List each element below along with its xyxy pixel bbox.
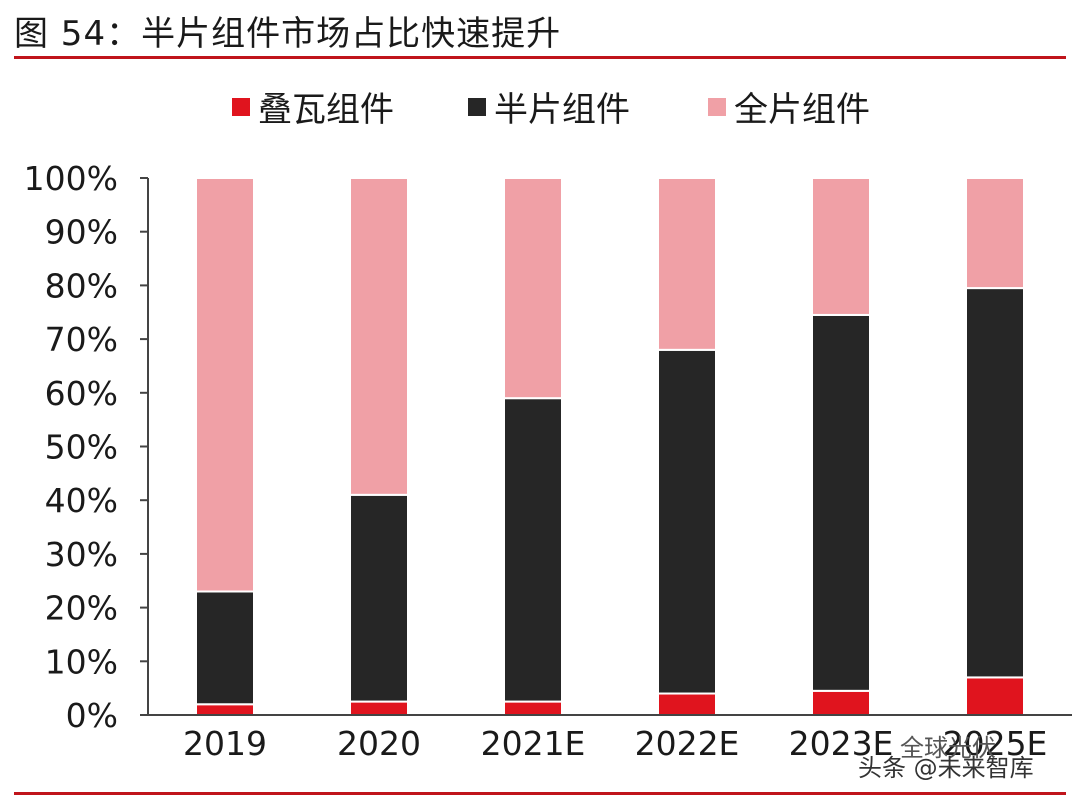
bars	[195, 177, 1025, 717]
title-rule	[14, 56, 1066, 59]
legend-swatch-2	[708, 98, 726, 116]
y-tick-label-4: 40%	[45, 481, 118, 520]
x-axis: 2019 2020 2021E 2022E 2023E 2025E	[148, 714, 1072, 763]
y-tick-label-2: 20%	[45, 589, 118, 628]
legend-swatch-0	[232, 98, 250, 116]
legend-label-0: 叠瓦组件	[258, 90, 394, 130]
bar-2019-series-1	[195, 590, 255, 706]
bar-2021E-series-0	[503, 700, 563, 717]
y-tick-label-7: 70%	[45, 320, 118, 359]
bar-2025E-series-2	[965, 177, 1025, 290]
bar-2020-series-1	[349, 493, 409, 703]
bar-2019-series-2	[195, 177, 255, 593]
x-tick-label-2: 2021E	[481, 724, 586, 763]
bar-2022E-series-2	[657, 177, 717, 351]
y-tick-label-0: 0%	[66, 696, 118, 735]
x-tick-label-0: 2019	[183, 724, 267, 763]
bar-2020-series-2	[349, 177, 409, 496]
x-tick-label-5: 2025E	[943, 724, 1048, 763]
bar-2019-series-0	[195, 703, 255, 717]
legend-label-2: 全片组件	[734, 90, 870, 130]
bar-2025E-series-1	[965, 287, 1025, 679]
y-tick-label-5: 50%	[45, 428, 118, 467]
bar-2020-series-0	[349, 700, 409, 717]
y-tick-label-6: 60%	[45, 374, 118, 413]
x-tick-label-1: 2020	[337, 724, 421, 763]
bar-2023E-series-1	[811, 313, 871, 692]
bar-2022E-series-1	[657, 348, 717, 695]
y-tick-label-10: 100%	[24, 159, 118, 198]
watermark: 头条 @未来智库	[858, 754, 1034, 782]
bar-2023E-series-0	[811, 689, 871, 717]
y-tick-label-8: 80%	[45, 266, 118, 305]
bar-2022E-series-0	[657, 692, 717, 717]
y-tick-label-1: 10%	[45, 642, 118, 681]
bar-2023E-series-2	[811, 177, 871, 316]
legend-swatch-1	[468, 98, 486, 116]
x-tick-label-3: 2022E	[635, 724, 740, 763]
y-tick-label-9: 90%	[45, 213, 118, 252]
watermark-secondary: 全球光伏	[900, 734, 996, 762]
legend-label-1: 半片组件	[494, 90, 630, 130]
bar-2021E-series-2	[503, 177, 563, 400]
legend: 叠瓦组件 半片组件 全片组件	[232, 90, 870, 130]
bar-2021E-series-1	[503, 397, 563, 703]
y-axis: 0% 10% 20% 30% 40% 50% 60% 70% 80% 90% 100%	[24, 159, 149, 735]
bottom-rule	[14, 792, 1066, 795]
y-tick-label-3: 30%	[45, 535, 118, 574]
x-tick-label-4: 2023E	[789, 724, 894, 763]
bar-2025E-series-0	[965, 676, 1025, 716]
figure-title: 图 54：半片组件市场占比快速提升	[14, 14, 562, 54]
